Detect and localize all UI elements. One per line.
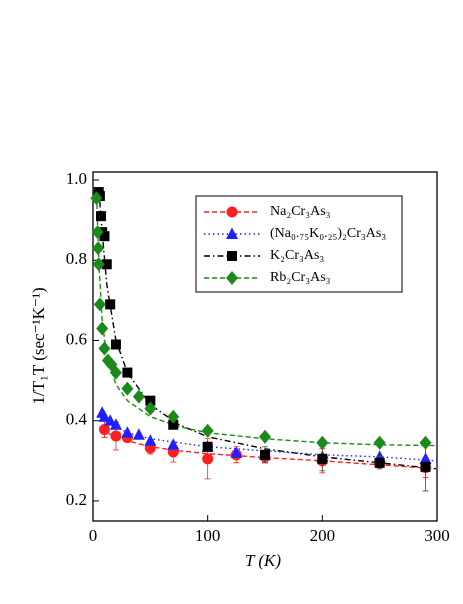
marker	[201, 423, 214, 438]
marker	[419, 435, 432, 450]
marker	[317, 453, 328, 464]
marker	[259, 429, 271, 444]
marker	[99, 231, 110, 242]
x-tick-label: 300	[424, 526, 450, 545]
marker	[202, 453, 214, 465]
x-axis-label: T (K)	[245, 551, 281, 570]
marker	[144, 434, 157, 446]
legend-label: Na₂Cr₃As₃	[270, 204, 331, 219]
marker	[316, 435, 329, 450]
legend-label: (Na₀.₇₅K₀.₂₅)₂Cr₃As₃	[270, 226, 386, 241]
marker	[96, 321, 109, 336]
marker	[167, 438, 180, 450]
marker	[144, 401, 157, 416]
marker	[98, 424, 110, 436]
marker	[202, 441, 213, 452]
y-tick-label: 0.8	[66, 249, 87, 268]
marker	[168, 419, 179, 430]
y-tick-label: 0.6	[66, 329, 87, 348]
marker	[93, 297, 106, 312]
legend: Na₂Cr₃As₃ (Na₀.₇₅K₀.₂₅)₂Cr₃As₃ K₂Cr₃As₃ Rb₂…	[195, 195, 403, 293]
x-tick-label: 200	[310, 526, 336, 545]
marker	[110, 430, 122, 442]
marker	[90, 191, 103, 206]
marker	[132, 428, 145, 440]
marker	[132, 389, 145, 404]
marker	[104, 414, 117, 426]
legend-label: K₂Cr₃As₃	[270, 248, 324, 263]
marker	[91, 225, 104, 240]
marker	[105, 299, 116, 310]
marker	[121, 426, 134, 438]
marker	[145, 395, 156, 406]
marker	[260, 449, 270, 460]
marker	[101, 259, 112, 270]
legend-marker	[226, 227, 238, 239]
legend-marker	[227, 251, 237, 261]
marker	[230, 446, 243, 458]
y-tick-label: 0.2	[66, 490, 87, 509]
x-tick-label: 100	[195, 526, 221, 545]
marker	[98, 341, 111, 356]
marker	[167, 409, 180, 424]
marker	[98, 410, 111, 422]
marker	[109, 365, 122, 380]
marker	[373, 435, 386, 450]
marker	[420, 461, 431, 472]
plot-frame	[92, 171, 438, 522]
y-tick-label: 1.0	[66, 169, 87, 188]
y-axis-label: 1/T₁T (sec⁻¹K⁻¹)	[29, 287, 48, 404]
marker	[96, 211, 107, 222]
x-tick-label: 0	[89, 526, 98, 545]
legend-marker	[226, 206, 238, 218]
marker	[121, 381, 134, 396]
marker	[110, 339, 121, 350]
legend-marker	[226, 271, 238, 285]
marker	[92, 241, 105, 256]
fit-line	[98, 187, 438, 470]
marker	[109, 418, 122, 430]
legend-label: Rb₂Cr₃As₃	[270, 270, 331, 285]
marker	[92, 257, 105, 272]
y-tick-label: 0.4	[66, 410, 88, 429]
marker	[122, 367, 133, 378]
marker	[374, 457, 385, 468]
